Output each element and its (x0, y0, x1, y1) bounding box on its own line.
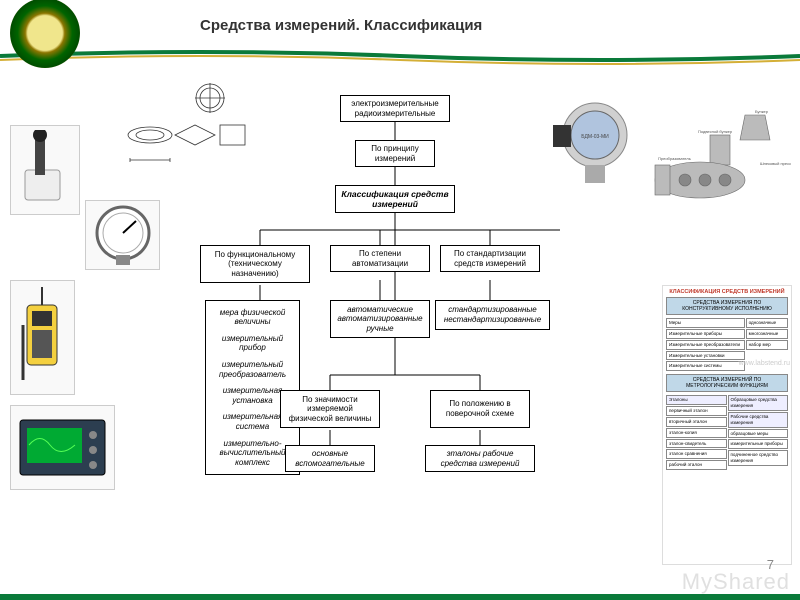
footer-line (0, 594, 800, 600)
node-botright-label: По положению в поверочной схеме (430, 390, 530, 428)
node-left-label: По функциональному (техническому назначе… (200, 245, 310, 283)
device-industrial-machine: Бункер Подвесной бункер Преобразователь … (650, 105, 795, 225)
node-top-child: электроизмерительные радиоизмерительные (340, 95, 450, 122)
node-root: Классификация средств измерений (335, 185, 455, 213)
device-gauge (85, 200, 160, 270)
svg-text:Преобразователь: Преобразователь (658, 156, 691, 161)
header-curve (0, 48, 800, 66)
node-botleft-label: По значимости измеряемой физической вели… (280, 390, 380, 428)
st-row: эталон-копия (666, 428, 727, 438)
st-header-2: СРЕДСТВА ИЗМЕРЕНИЙ ПО МЕТРОЛОГИЧЕСКИМ ФУ… (666, 374, 788, 392)
side-classification-table: КЛАССИФИКАЦИЯ СРЕДСТВ ИЗМЕРЕНИЙ СРЕДСТВА… (662, 285, 792, 565)
left-child: измерительно-вычислительный комплекс (210, 439, 295, 468)
node-botleft-child: основные вспомогательные (285, 445, 375, 472)
device-oscilloscope (10, 405, 115, 490)
st-row: Измерительные системы (666, 361, 745, 371)
st-row: Измерительные установки (666, 351, 745, 361)
svg-text:Подвесной бункер: Подвесной бункер (698, 129, 733, 134)
svg-text:Шнековый пресс: Шнековый пресс (760, 161, 791, 166)
device-handheld-meter (10, 280, 75, 395)
st-title: КЛАССИФИКАЦИЯ СРЕДСТВ ИЗМЕРЕНИЙ (666, 289, 788, 295)
node-midright-child: стандартизированные нестандартизированны… (435, 300, 550, 330)
st-side: набор мер (746, 340, 788, 350)
device-sensor-box (10, 125, 80, 215)
st-side: многозначные (746, 329, 788, 339)
left-child: мера физической величины (210, 308, 295, 327)
st-row: рабочий эталон (666, 460, 727, 470)
node-botright-child: эталоны рабочие средства измерений (425, 445, 535, 472)
node-midleft-child: автоматические автоматизированные ручные (330, 300, 430, 338)
st-side: однозначные (746, 318, 788, 328)
st-row: Измерительные приборы (666, 329, 745, 339)
node-midleft-label: По степени автоматизации (330, 245, 430, 272)
st-row: подчиненное средство измерения (728, 450, 789, 466)
st-row: Измерительные преобразователи (666, 340, 745, 350)
st-row: эталон сравнения (666, 449, 727, 459)
left-child: измерительный прибор (210, 334, 295, 353)
classification-flowchart: электроизмерительные радиоизмерительные … (180, 85, 610, 575)
st-row: Эталоны (666, 395, 727, 405)
site-url: www.labstend.ru (739, 360, 790, 367)
node-top-label: По принципу измерений (355, 140, 435, 167)
st-row: измерительные приборы (728, 439, 789, 449)
st-row: Образцовые средства измерения (728, 395, 789, 411)
st-row: первичный эталон (666, 406, 727, 416)
watermark: MyShared (682, 569, 790, 595)
st-row: вторичный эталон (666, 417, 727, 427)
st-row: эталон-свидетель (666, 439, 727, 449)
node-midright-label: По стандартизации средств измерений (440, 245, 540, 272)
page-title: Средства измерений. Классификация (200, 17, 482, 34)
st-header-1: СРЕДСТВА ИЗМЕРЕНИЯ ПО КОНСТРУКТИВНОМУ ИС… (666, 297, 788, 315)
st-row: Меры (666, 318, 745, 328)
st-row: образцовые меры (728, 429, 789, 439)
content-area: БДМ-03-МИ Бункер Подвесной бункер Преобр… (0, 80, 800, 590)
st-row: Рабочие средства измерения (728, 412, 789, 428)
university-logo (10, 0, 80, 68)
header: Средства измерений. Классификация (0, 0, 800, 50)
left-child: измерительный преобразователь (210, 360, 295, 379)
svg-text:Бункер: Бункер (755, 109, 769, 114)
